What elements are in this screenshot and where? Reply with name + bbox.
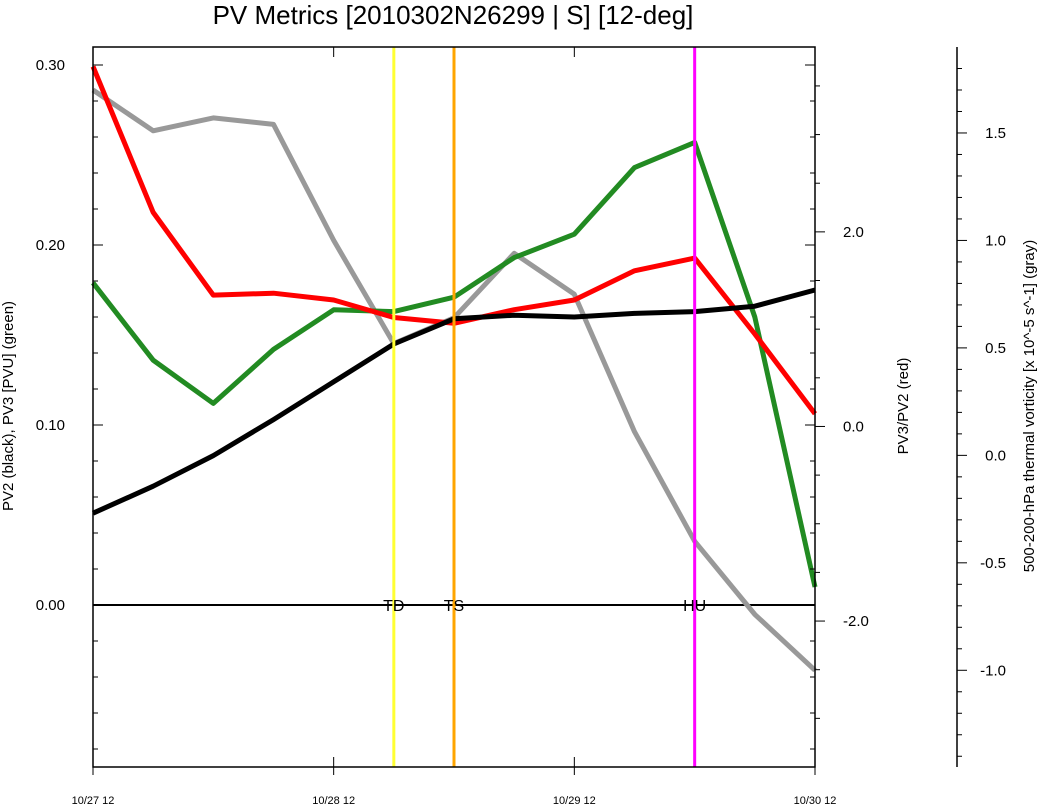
x-tick-label: 10/27 12 — [72, 795, 115, 805]
left-tick-label: 0.10 — [36, 417, 65, 434]
right2-tick-label: -0.5 — [980, 555, 1006, 572]
chart-title: PV Metrics [2010302N26299 | S] [12-deg] — [213, 0, 694, 30]
left-axis-label: PV2 (black), PV3 [PVU] (green) — [0, 301, 17, 511]
right1-tick-label: -2.0 — [843, 613, 869, 630]
right1-tick-label: 2.0 — [843, 224, 864, 241]
right-axis-label-vorticity: 500-200-hPa thermal vorticity [x 10^-5 s… — [1021, 240, 1038, 573]
right1-tick-label: 0.0 — [843, 418, 864, 435]
plot-frame — [92, 46, 816, 768]
stage-markers: TD TS HU — [383, 47, 706, 767]
x-tick-label: 10/30 12 — [794, 795, 837, 805]
x-tick-label: 10/28 12 — [312, 795, 355, 805]
x-tick-label: 10/29 12 — [553, 795, 596, 805]
left-tick-label: 0.00 — [36, 597, 65, 614]
right-axis-label-ratio: PV3/PV2 (red) — [895, 358, 912, 455]
stage-label-ts: TS — [444, 598, 464, 615]
right2-tick-label: 0.5 — [985, 340, 1006, 357]
right2-tick-label: -1.0 — [980, 662, 1006, 679]
axes: 0.00 0.10 0.20 0.30 -2.0 0.0 2.0 -1.0 -0.5 0.0 0.5… — [36, 46, 1006, 805]
right2-tick-label: 1.0 — [985, 232, 1006, 249]
stage-label-td: TD — [383, 598, 404, 615]
stage-label-hu: HU — [683, 598, 706, 615]
left-tick-label: 0.20 — [36, 237, 65, 254]
left-tick-label: 0.30 — [36, 57, 65, 74]
right2-tick-label: 1.5 — [985, 125, 1006, 142]
right2-tick-label: 0.0 — [985, 447, 1006, 464]
